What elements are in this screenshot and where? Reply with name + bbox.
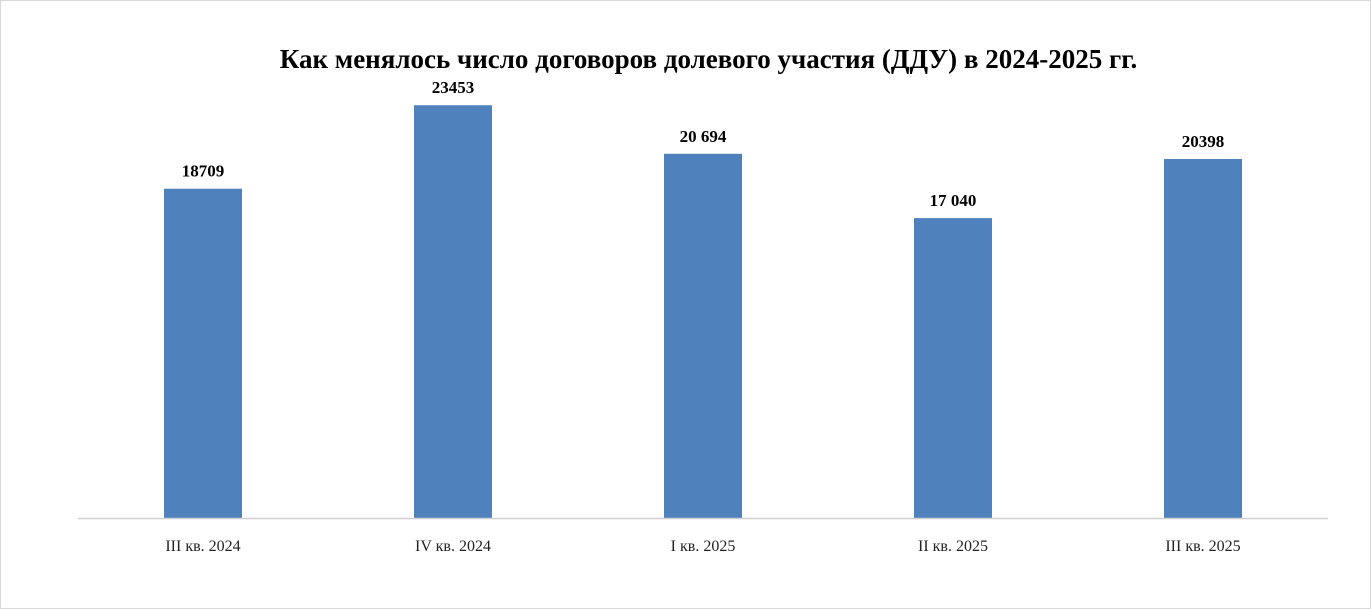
- x-tick-label: III кв. 2024: [165, 538, 240, 555]
- x-tick-label: II кв. 2025: [918, 538, 988, 555]
- bar: [414, 105, 492, 518]
- data-label: 20 694: [680, 127, 727, 146]
- bar: [664, 153, 742, 519]
- data-label: 18709: [182, 162, 225, 181]
- x-tick-label: I кв. 2025: [671, 538, 736, 555]
- x-tick-label: III кв. 2025: [1165, 538, 1240, 555]
- bar: [1164, 158, 1242, 519]
- data-label: 23453: [432, 78, 475, 97]
- x-tick-label: IV кв. 2024: [415, 538, 491, 555]
- chart-title: Как менялось число договоров долевого уч…: [279, 44, 1138, 74]
- data-label: 17 040: [930, 191, 977, 210]
- bar: [914, 218, 992, 518]
- data-label: 20398: [1182, 132, 1225, 151]
- bar: [164, 188, 242, 518]
